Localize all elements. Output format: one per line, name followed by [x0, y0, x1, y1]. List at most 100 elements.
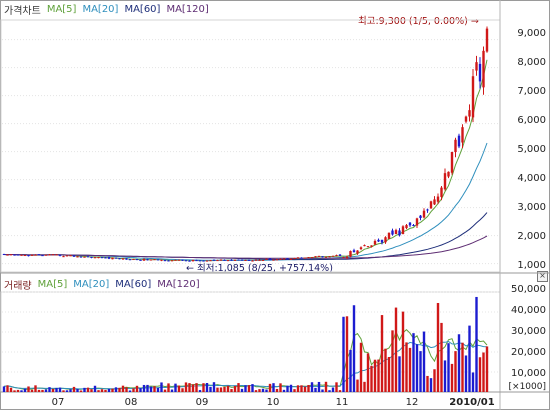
candle-body [69, 255, 72, 257]
volume-bar [48, 387, 51, 392]
volume-tick-label: 50,000 [511, 284, 546, 295]
volume-bar [412, 333, 415, 392]
volume-bar [125, 387, 128, 392]
volume-ma120-label[interactable]: MA[120] [157, 279, 200, 290]
volume-bar [373, 359, 377, 392]
candle-body [405, 225, 408, 229]
volume-bar [342, 316, 345, 392]
candle-body [170, 260, 174, 262]
candle-body [167, 260, 170, 262]
candle-body [205, 260, 209, 262]
price-ma60-label[interactable]: MA[60] [124, 4, 161, 15]
candle-body [321, 256, 324, 258]
x-tick-label: 07 [52, 397, 65, 408]
candle-body [349, 251, 352, 257]
candle-body [191, 259, 195, 262]
volume-bar [174, 383, 177, 392]
volume-bar [457, 334, 461, 392]
candle-body [23, 255, 27, 257]
price-tick-label: 9,000 [517, 28, 546, 39]
candle-body [160, 259, 163, 261]
volume-bar [426, 375, 429, 392]
pane-resize-icon[interactable]: × [537, 271, 548, 282]
volume-bar [363, 381, 366, 392]
price-tick-label: 4,000 [517, 173, 546, 184]
candle-body [34, 254, 37, 256]
candle-body [174, 259, 177, 261]
candle-body [90, 256, 93, 258]
volume-bar [429, 378, 433, 392]
candle-body [244, 259, 247, 261]
candle-body [335, 255, 338, 257]
candle-body [286, 258, 289, 260]
candle-body [104, 257, 107, 259]
price-ma5-label[interactable]: MA[5] [46, 4, 77, 15]
candle-body [195, 260, 198, 262]
volume-ma5-label[interactable]: MA[5] [37, 279, 68, 290]
candle-body [240, 259, 244, 261]
volume-bar [289, 384, 293, 392]
candle-body [86, 256, 90, 258]
candle-body [412, 225, 415, 227]
volume-bar [485, 346, 489, 392]
candle-body [485, 28, 489, 52]
volume-bar [216, 387, 219, 392]
candle-body [48, 254, 51, 256]
candle-body [58, 254, 62, 256]
volume-bar [317, 381, 321, 392]
price-gridlines [2, 39, 499, 265]
volume-bar [464, 355, 468, 392]
volume-bar [415, 344, 419, 392]
volume-bar [104, 389, 107, 392]
volume-bar [244, 385, 247, 392]
volume-ma60-label[interactable]: MA[60] [115, 279, 152, 290]
volume-bar [356, 379, 359, 392]
candle-body [478, 63, 482, 82]
candle-body [314, 256, 317, 258]
candle-body [440, 187, 443, 197]
candle-body [310, 257, 314, 259]
candle-body [307, 257, 310, 259]
volume-bar [153, 386, 156, 392]
candle-body [13, 254, 16, 256]
x-tick-label: 10 [267, 397, 280, 408]
volume-bar [226, 385, 230, 392]
volume-bar [111, 388, 114, 392]
volume-bar [338, 390, 342, 392]
volume-bar [223, 386, 226, 392]
volume-bar [41, 389, 44, 392]
candle-body [464, 116, 468, 122]
volume-bar [90, 389, 93, 392]
candle-body [233, 259, 237, 261]
volume-bar [79, 390, 83, 392]
candle-body [324, 256, 328, 258]
volume-bar [230, 389, 233, 392]
volume-bar [443, 360, 447, 392]
candle-body [121, 258, 125, 260]
x-tick-label: 08 [125, 397, 138, 408]
x-axis: 07 08 09 10 11 12 2010/01 [52, 397, 495, 408]
volume-ma20-label[interactable]: MA[20] [73, 279, 110, 290]
volume-bar [107, 388, 111, 392]
volume-bar [240, 388, 244, 392]
volume-bar [419, 351, 422, 392]
candle-body [125, 258, 128, 260]
volume-bar [401, 311, 405, 392]
candlestick-series [2, 26, 489, 262]
price-ma20-label[interactable]: MA[20] [82, 4, 119, 15]
volume-bar [345, 316, 349, 392]
candle-body [16, 254, 20, 256]
price-tick-label: 7,000 [517, 86, 546, 97]
volume-tick-label: 20,000 [511, 347, 546, 358]
volume-bar [163, 389, 167, 392]
price-plot-frame [0, 19, 501, 273]
candle-body [356, 250, 359, 254]
volume-bar [359, 342, 363, 392]
price-ma120-label[interactable]: MA[120] [166, 4, 209, 15]
volume-bar [436, 302, 440, 392]
volume-bars [2, 296, 489, 392]
volume-bar [282, 389, 286, 392]
price-tick-label: 3,000 [517, 202, 546, 213]
volume-bar [160, 382, 163, 392]
candle-body [436, 196, 440, 202]
